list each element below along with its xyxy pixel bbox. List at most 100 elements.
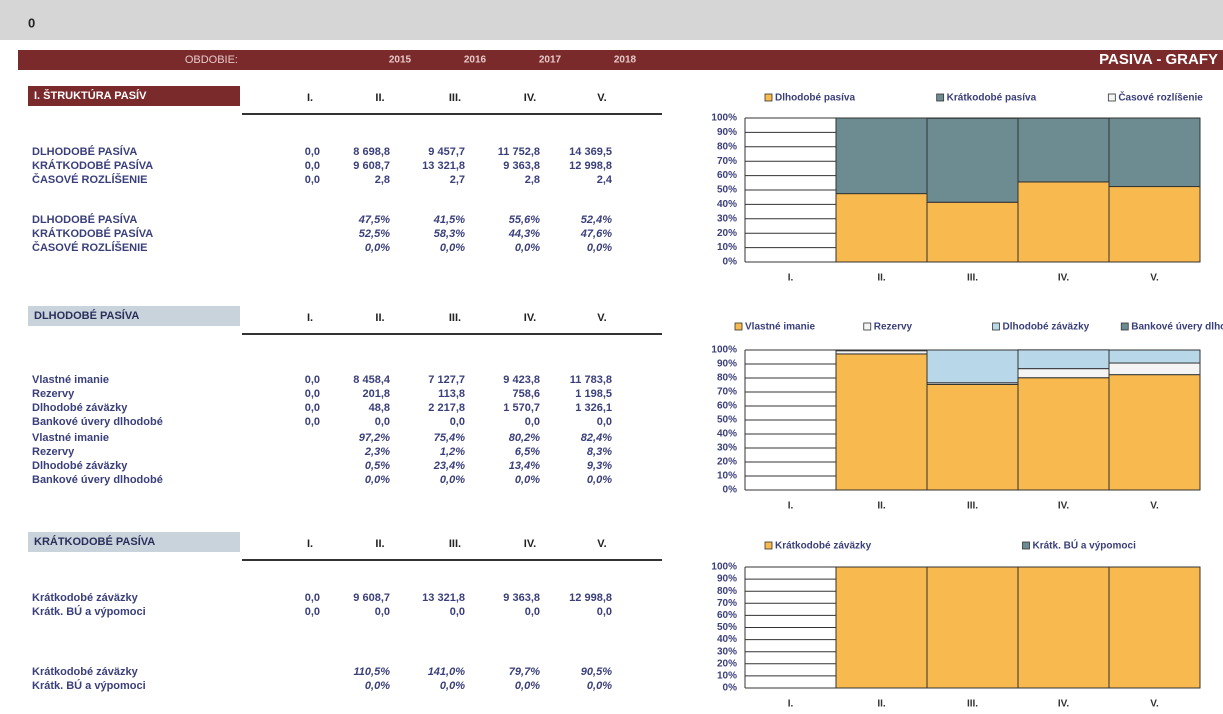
year: 2018 bbox=[614, 55, 637, 66]
cell: 1 570,7 bbox=[503, 402, 540, 414]
cell: 90,5% bbox=[581, 666, 612, 678]
column-header: V. bbox=[597, 538, 606, 550]
cell: 2,8 bbox=[375, 174, 390, 186]
y-tick-label: 90% bbox=[717, 127, 737, 138]
cell: 0,0% bbox=[515, 680, 540, 692]
cell: 0,0 bbox=[375, 606, 390, 618]
column-header: II. bbox=[375, 538, 384, 550]
cell: 2,3% bbox=[364, 446, 390, 458]
cell: 2,7 bbox=[450, 174, 465, 186]
cell: 9 423,8 bbox=[503, 374, 540, 386]
legend-label: Krátkodobé pasíva bbox=[947, 93, 1037, 104]
cell: 13 321,8 bbox=[422, 160, 465, 172]
cell: 1 326,1 bbox=[575, 402, 612, 414]
column-header: II. bbox=[375, 312, 384, 324]
cell: 58,3% bbox=[434, 228, 465, 240]
header-bar bbox=[18, 50, 1223, 70]
bar-segment bbox=[1108, 186, 1201, 263]
row-label: Krátk. BÚ a výpomoci bbox=[32, 679, 146, 692]
cell: 11 783,8 bbox=[570, 374, 612, 386]
x-tick-label: III. bbox=[967, 699, 978, 710]
cell: 12 998,8 bbox=[569, 592, 612, 604]
cell: 0,0 bbox=[305, 592, 320, 604]
column-header: V. bbox=[597, 312, 606, 324]
cell: 44,3% bbox=[508, 228, 540, 240]
row-label: Bankové úvery dlhodobé bbox=[32, 416, 163, 428]
row-label: KRÁTKODOBÉ PASÍVA bbox=[32, 159, 153, 172]
cell: 52,5% bbox=[359, 228, 390, 240]
row-label: DLHODOBÉ PASÍVA bbox=[32, 145, 137, 158]
y-tick-label: 80% bbox=[717, 373, 737, 384]
column-header: I. bbox=[307, 538, 313, 550]
cell: 9 608,7 bbox=[353, 592, 390, 604]
x-tick-label: II. bbox=[877, 699, 886, 710]
bar-segment bbox=[835, 353, 928, 491]
bar-segment bbox=[1108, 362, 1201, 376]
x-tick-label: III. bbox=[967, 273, 978, 284]
y-tick-label: 50% bbox=[717, 415, 737, 426]
row-label: Krátkodobé záväzky bbox=[32, 592, 139, 604]
y-tick-label: 70% bbox=[717, 598, 737, 609]
cell: 47,6% bbox=[580, 228, 612, 240]
bar-segment bbox=[1017, 377, 1110, 491]
y-tick-label: 100% bbox=[711, 562, 737, 573]
cell: 0,0 bbox=[305, 374, 320, 386]
y-tick-label: 70% bbox=[717, 387, 737, 398]
cell: 14 369,5 bbox=[569, 146, 612, 158]
cell: 12 998,8 bbox=[569, 160, 612, 172]
column-header: III. bbox=[449, 312, 461, 324]
cell: 55,6% bbox=[509, 214, 540, 226]
row-label: ČASOVÉ ROZLÍŠENIE bbox=[32, 173, 148, 186]
row-label: Vlastné imanie bbox=[32, 374, 109, 386]
x-tick-label: II. bbox=[877, 501, 886, 512]
cell: 9 457,7 bbox=[428, 146, 465, 158]
y-tick-label: 70% bbox=[717, 156, 737, 167]
legend-swatch bbox=[1120, 322, 1129, 331]
section-tag bbox=[28, 306, 240, 326]
cell: 47,5% bbox=[358, 214, 390, 226]
section-title: DLHODOBÉ PASÍVA bbox=[34, 309, 139, 322]
cell: 0,0% bbox=[440, 474, 465, 486]
row-label: Rezervy bbox=[32, 446, 75, 458]
y-tick-label: 100% bbox=[711, 345, 737, 356]
cell: 0,0 bbox=[305, 416, 320, 428]
cell: 0,0 bbox=[305, 606, 320, 618]
row-label: Dlhodobé záväzky bbox=[32, 402, 128, 414]
y-tick-label: 30% bbox=[717, 443, 737, 454]
bar-segment bbox=[1017, 566, 1110, 689]
cell: 8 458,4 bbox=[353, 374, 391, 386]
legend-swatch bbox=[1107, 93, 1116, 102]
y-tick-label: 40% bbox=[717, 429, 737, 440]
row-label: Bankové úvery dlhodobé bbox=[32, 474, 163, 486]
cell: 7 127,7 bbox=[428, 374, 465, 386]
cell: 75,4% bbox=[434, 432, 465, 444]
cell: 113,8 bbox=[438, 388, 465, 400]
cell: 80,2% bbox=[509, 432, 540, 444]
y-tick-label: 10% bbox=[717, 471, 737, 482]
section-tag bbox=[28, 86, 240, 106]
cell: 11 752,8 bbox=[498, 146, 540, 158]
cell: 41,5% bbox=[433, 214, 465, 226]
cell: 0,0 bbox=[375, 416, 390, 428]
y-tick-label: 0% bbox=[723, 257, 738, 268]
bar-segment bbox=[835, 566, 928, 689]
x-tick-label: V. bbox=[1150, 273, 1159, 284]
cell: 52,4% bbox=[581, 214, 612, 226]
period-label: OBDOBIE: bbox=[185, 54, 238, 66]
y-tick-label: 20% bbox=[717, 457, 737, 468]
bar-segment bbox=[926, 566, 1019, 689]
y-tick-label: 10% bbox=[717, 671, 737, 682]
x-tick-label: I. bbox=[788, 699, 794, 710]
cell: 1,2% bbox=[440, 446, 465, 458]
y-tick-label: 90% bbox=[717, 574, 737, 585]
cell: 0,5% bbox=[365, 460, 390, 472]
column-header: I. bbox=[307, 312, 313, 324]
legend-swatch bbox=[734, 322, 743, 331]
bar-segment bbox=[1108, 374, 1201, 491]
page-number: 0 bbox=[28, 15, 35, 30]
cell: 82,4% bbox=[581, 432, 612, 444]
column-header: V. bbox=[597, 92, 606, 104]
y-tick-label: 50% bbox=[717, 622, 737, 633]
cell: 2,8 bbox=[525, 174, 540, 186]
row-label: Vlastné imanie bbox=[32, 432, 109, 444]
